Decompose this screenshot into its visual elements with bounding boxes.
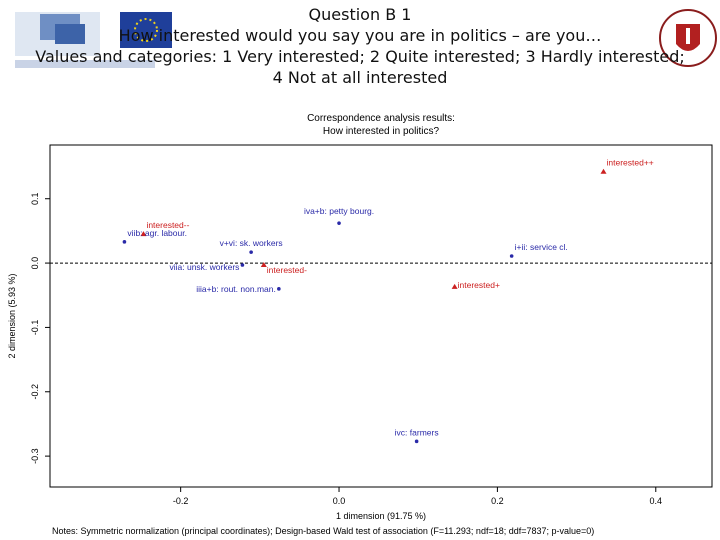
y-tick-label: -0.1: [30, 320, 40, 336]
point: [140, 231, 147, 237]
point: [509, 254, 514, 258]
point: [240, 263, 245, 267]
point-label: interested++: [607, 158, 654, 168]
point: [122, 240, 127, 244]
note: Notes: Symmetric normalization (principa…: [52, 526, 594, 536]
point-label: viia: unsk. workers: [170, 262, 240, 272]
point-label: v+vi: sk. workers: [220, 238, 283, 248]
x-axis-label: 1 dimension (91.75 %): [336, 511, 426, 521]
header-line: Values and categories: 1 Very interested…: [35, 47, 685, 66]
x-tick-label: -0.2: [173, 496, 189, 506]
point-label: interested--: [146, 220, 189, 230]
point: [277, 287, 281, 291]
logo-right: [659, 9, 717, 67]
y-tick-label: -0.2: [30, 384, 40, 400]
point: [600, 168, 607, 174]
chart-title: Correspondence analysis results:: [307, 113, 455, 124]
x-tick-label: 0.2: [491, 496, 504, 506]
y-axis-label: 2 dimension (5.93 %): [7, 273, 17, 358]
point: [337, 221, 341, 225]
point: [260, 262, 267, 268]
y-tick-label: 0.1: [30, 192, 40, 205]
point-label: iva+b: petty bourg.: [304, 206, 374, 216]
point-label: viib: agr. labour.: [127, 228, 187, 238]
point-label: ivc: farmers: [395, 427, 439, 437]
point-label: interested+: [458, 280, 500, 290]
header-line: Question B 1: [308, 5, 412, 24]
point-label: iiia+b: rout. non.man.: [196, 284, 276, 294]
logo-left: [15, 12, 172, 68]
y-tick-label: 0.0: [30, 257, 40, 270]
point: [414, 439, 419, 444]
header: Question B 1 How interested would you say…: [0, 4, 720, 88]
x-tick-label: 0.0: [333, 496, 346, 506]
chart-title: How interested in politics?: [323, 126, 440, 137]
point: [249, 250, 253, 254]
point-label: interested-: [267, 265, 307, 275]
point: [451, 283, 458, 289]
plot-frame: [49, 144, 713, 488]
header-line: 4 Not at all interested: [272, 68, 448, 87]
point-label: i+ii: service cl.: [515, 242, 568, 252]
x-tick-label: 0.4: [650, 496, 663, 506]
y-tick-label: -0.3: [30, 448, 40, 464]
header-line: How interested would you say you are in …: [118, 26, 602, 45]
